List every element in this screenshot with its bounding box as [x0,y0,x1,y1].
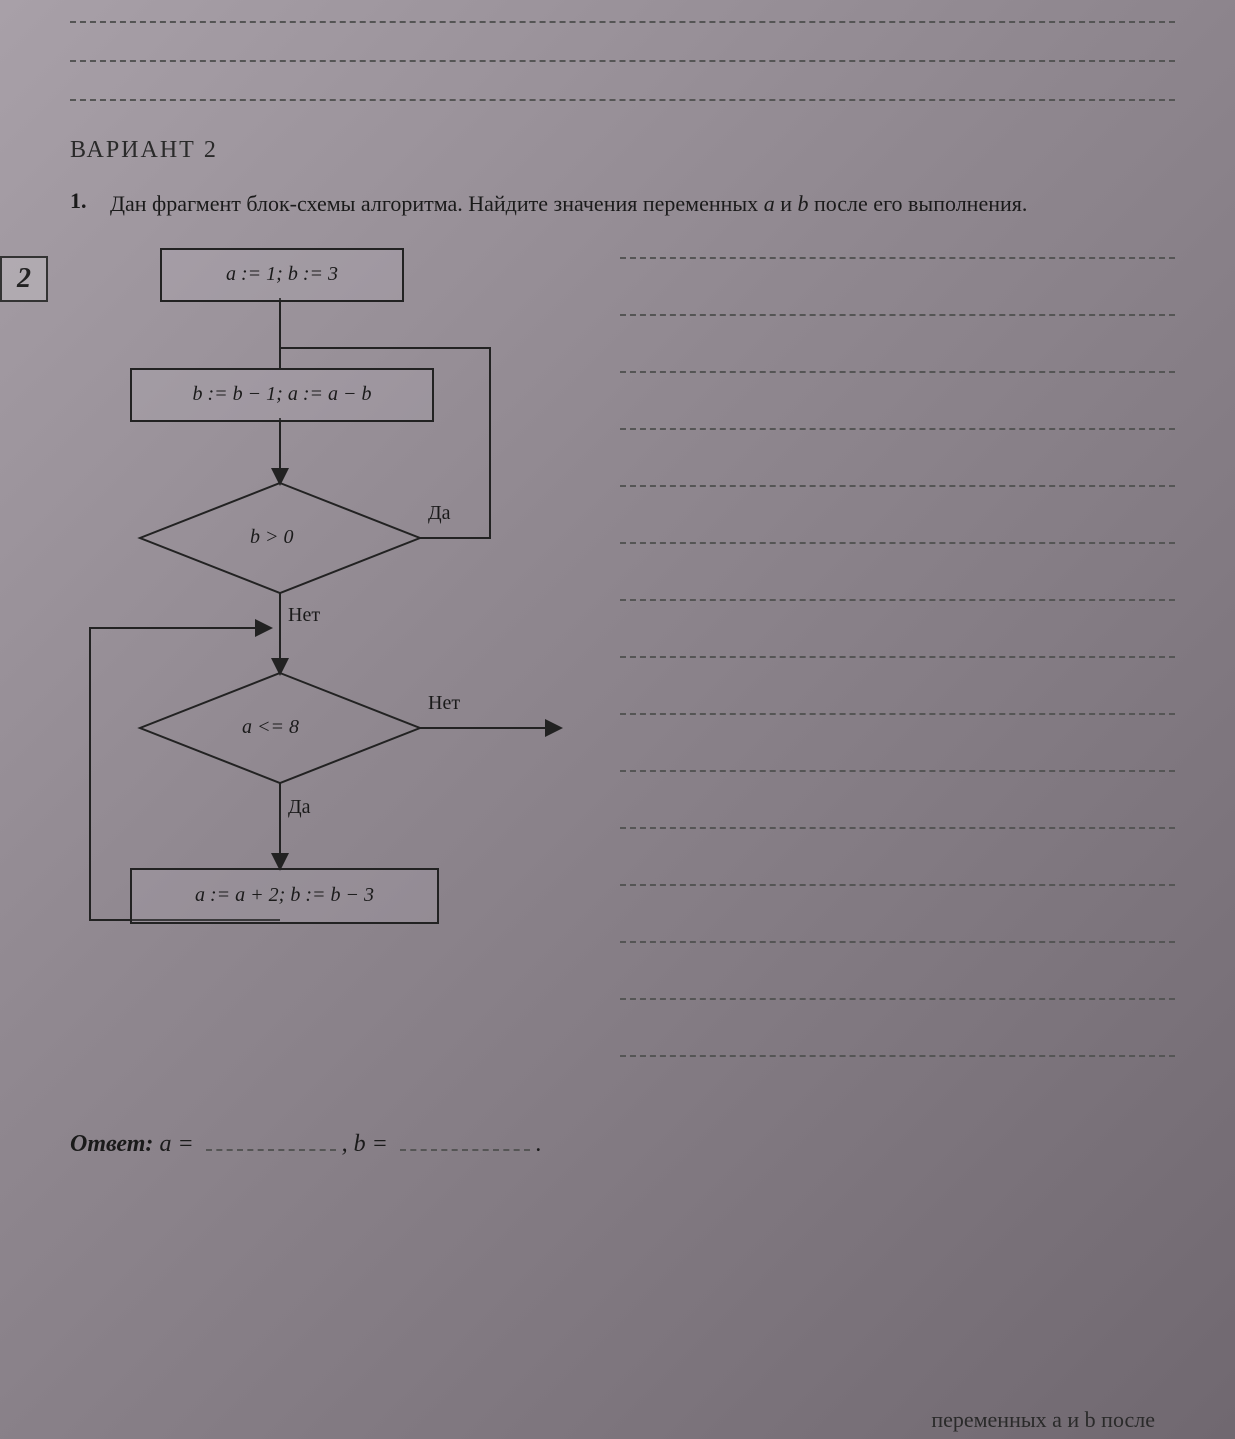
work-area-lines [620,248,1175,1111]
page-number-badge: 2 [0,256,48,302]
flowchart-node-step1: b := b − 1; a := a − b [130,368,434,422]
problem-statement: Дан фрагмент блок-схемы алгоритма. Найди… [110,188,1175,220]
answer-prefix: Ответ: [70,1131,153,1157]
flowchart: a := 1; b := 3 b := b − 1; a := a − b b … [70,248,590,1028]
answer-line: Ответ: a = , b = . [70,1131,1175,1158]
variant-heading: ВАРИАНТ 2 [70,137,1175,164]
problem-var-a: a [764,191,775,216]
problem-text-part-2: после его выполнения. [808,191,1027,216]
label-cond2-no: Нет [428,692,460,715]
flowchart-node-init: a := 1; b := 3 [160,248,404,302]
answer-b-blank[interactable] [400,1132,530,1151]
footer-text-fragment: переменных a и b после [931,1407,1155,1433]
answer-a-blank[interactable] [206,1132,336,1151]
label-cond1-yes: Да [428,502,451,525]
label-cond2-yes: Да [288,796,311,819]
problem-text-part-0: Дан фрагмент блок-схемы алгоритма. Найди… [110,191,764,216]
problem-var-b: b [797,191,808,216]
flowchart-node-step2: a := a + 2; b := b − 3 [130,868,439,924]
flowchart-cond1-label: b > 0 [250,526,294,549]
flowchart-cond2-label: a <= 8 [242,716,299,739]
answer-b-label: b = [354,1131,388,1157]
problem-number: 1. [70,188,96,214]
top-blank-lines [70,20,1175,101]
label-cond1-no: Нет [288,604,320,627]
answer-a-label: a = [159,1131,193,1157]
problem-text-part-1: и [775,191,798,216]
